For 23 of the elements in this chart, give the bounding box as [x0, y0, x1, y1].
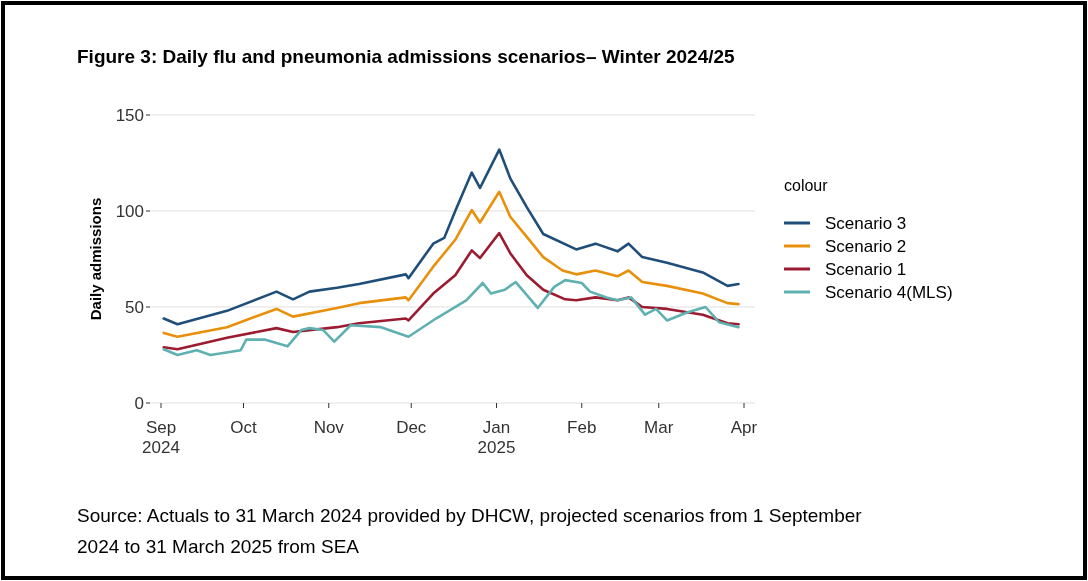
legend-label: Scenario 1 [825, 259, 907, 279]
x-tick-label: Sep 2024 [142, 418, 180, 457]
x-tick-label: Dec [396, 418, 427, 437]
line-series [162, 190, 740, 339]
x-tick-label: Feb [567, 418, 597, 437]
y-tick-label: 50 [125, 297, 144, 317]
source-note: Source: Actuals to 31 March 2024 provided by DHCW, projected scenarios from 1 September 2024 to 31 March 2025 from SEA [77, 505, 863, 557]
x-tick-label: Nov [313, 418, 345, 437]
legend-label: Scenario 2 [825, 236, 907, 256]
x-tick-label: Apr [730, 418, 758, 437]
legend-title: colour [784, 177, 829, 194]
legend-label: Scenario 4(MLS) [825, 282, 953, 302]
x-tick-label: Jan 2025 [477, 418, 516, 457]
x-tick-label: Oct [230, 418, 257, 437]
legend-label: Scenario 3 [825, 213, 907, 233]
y-tick-label: 100 [115, 201, 144, 221]
line-series [162, 278, 740, 357]
chart-title: Figure 3: Daily flu and pneumonia admissions scenarios– Winter 2024/25 [77, 46, 736, 67]
y-tick-label: 150 [115, 105, 144, 125]
y-tick-label: 0 [134, 393, 144, 413]
x-tick-label: Mar [644, 418, 674, 437]
y-axis-title: Daily admissions [87, 197, 104, 321]
line-series [162, 148, 740, 326]
